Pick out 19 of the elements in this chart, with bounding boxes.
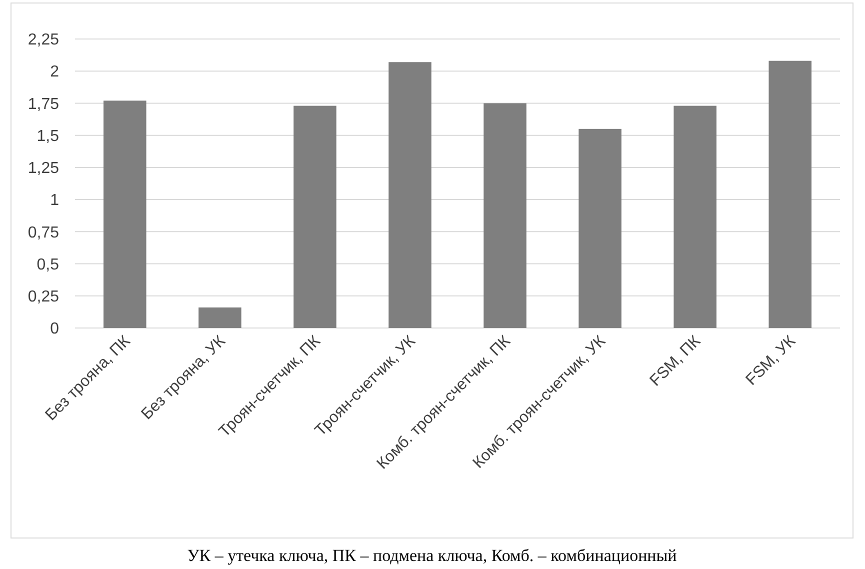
- bar: [104, 100, 146, 328]
- y-tick-label: 0: [50, 320, 60, 338]
- bar: [578, 128, 622, 328]
- bar: [484, 103, 526, 328]
- bar: [294, 106, 336, 328]
- y-tick-label: 0,75: [28, 224, 60, 242]
- bar: [388, 62, 432, 328]
- text: УК – утечка ключа, ПК – подмена ключа, Комб. – комбинационный: [187, 546, 677, 565]
- y-tick-label: 1: [50, 192, 60, 210]
- y-tick-label: 0,5: [36, 256, 60, 274]
- y-tick-label: 1,5: [36, 128, 60, 145]
- y-tick-label: 2,25: [28, 32, 60, 49]
- y-tick-label: 0,25: [28, 288, 60, 306]
- bar: [198, 307, 242, 328]
- y-tick-label: 2: [50, 64, 60, 81]
- bar: [674, 106, 716, 328]
- y-tick-label: 1,25: [28, 160, 60, 178]
- bar: [768, 60, 812, 328]
- y-tick-label: 1,75: [28, 96, 60, 113]
